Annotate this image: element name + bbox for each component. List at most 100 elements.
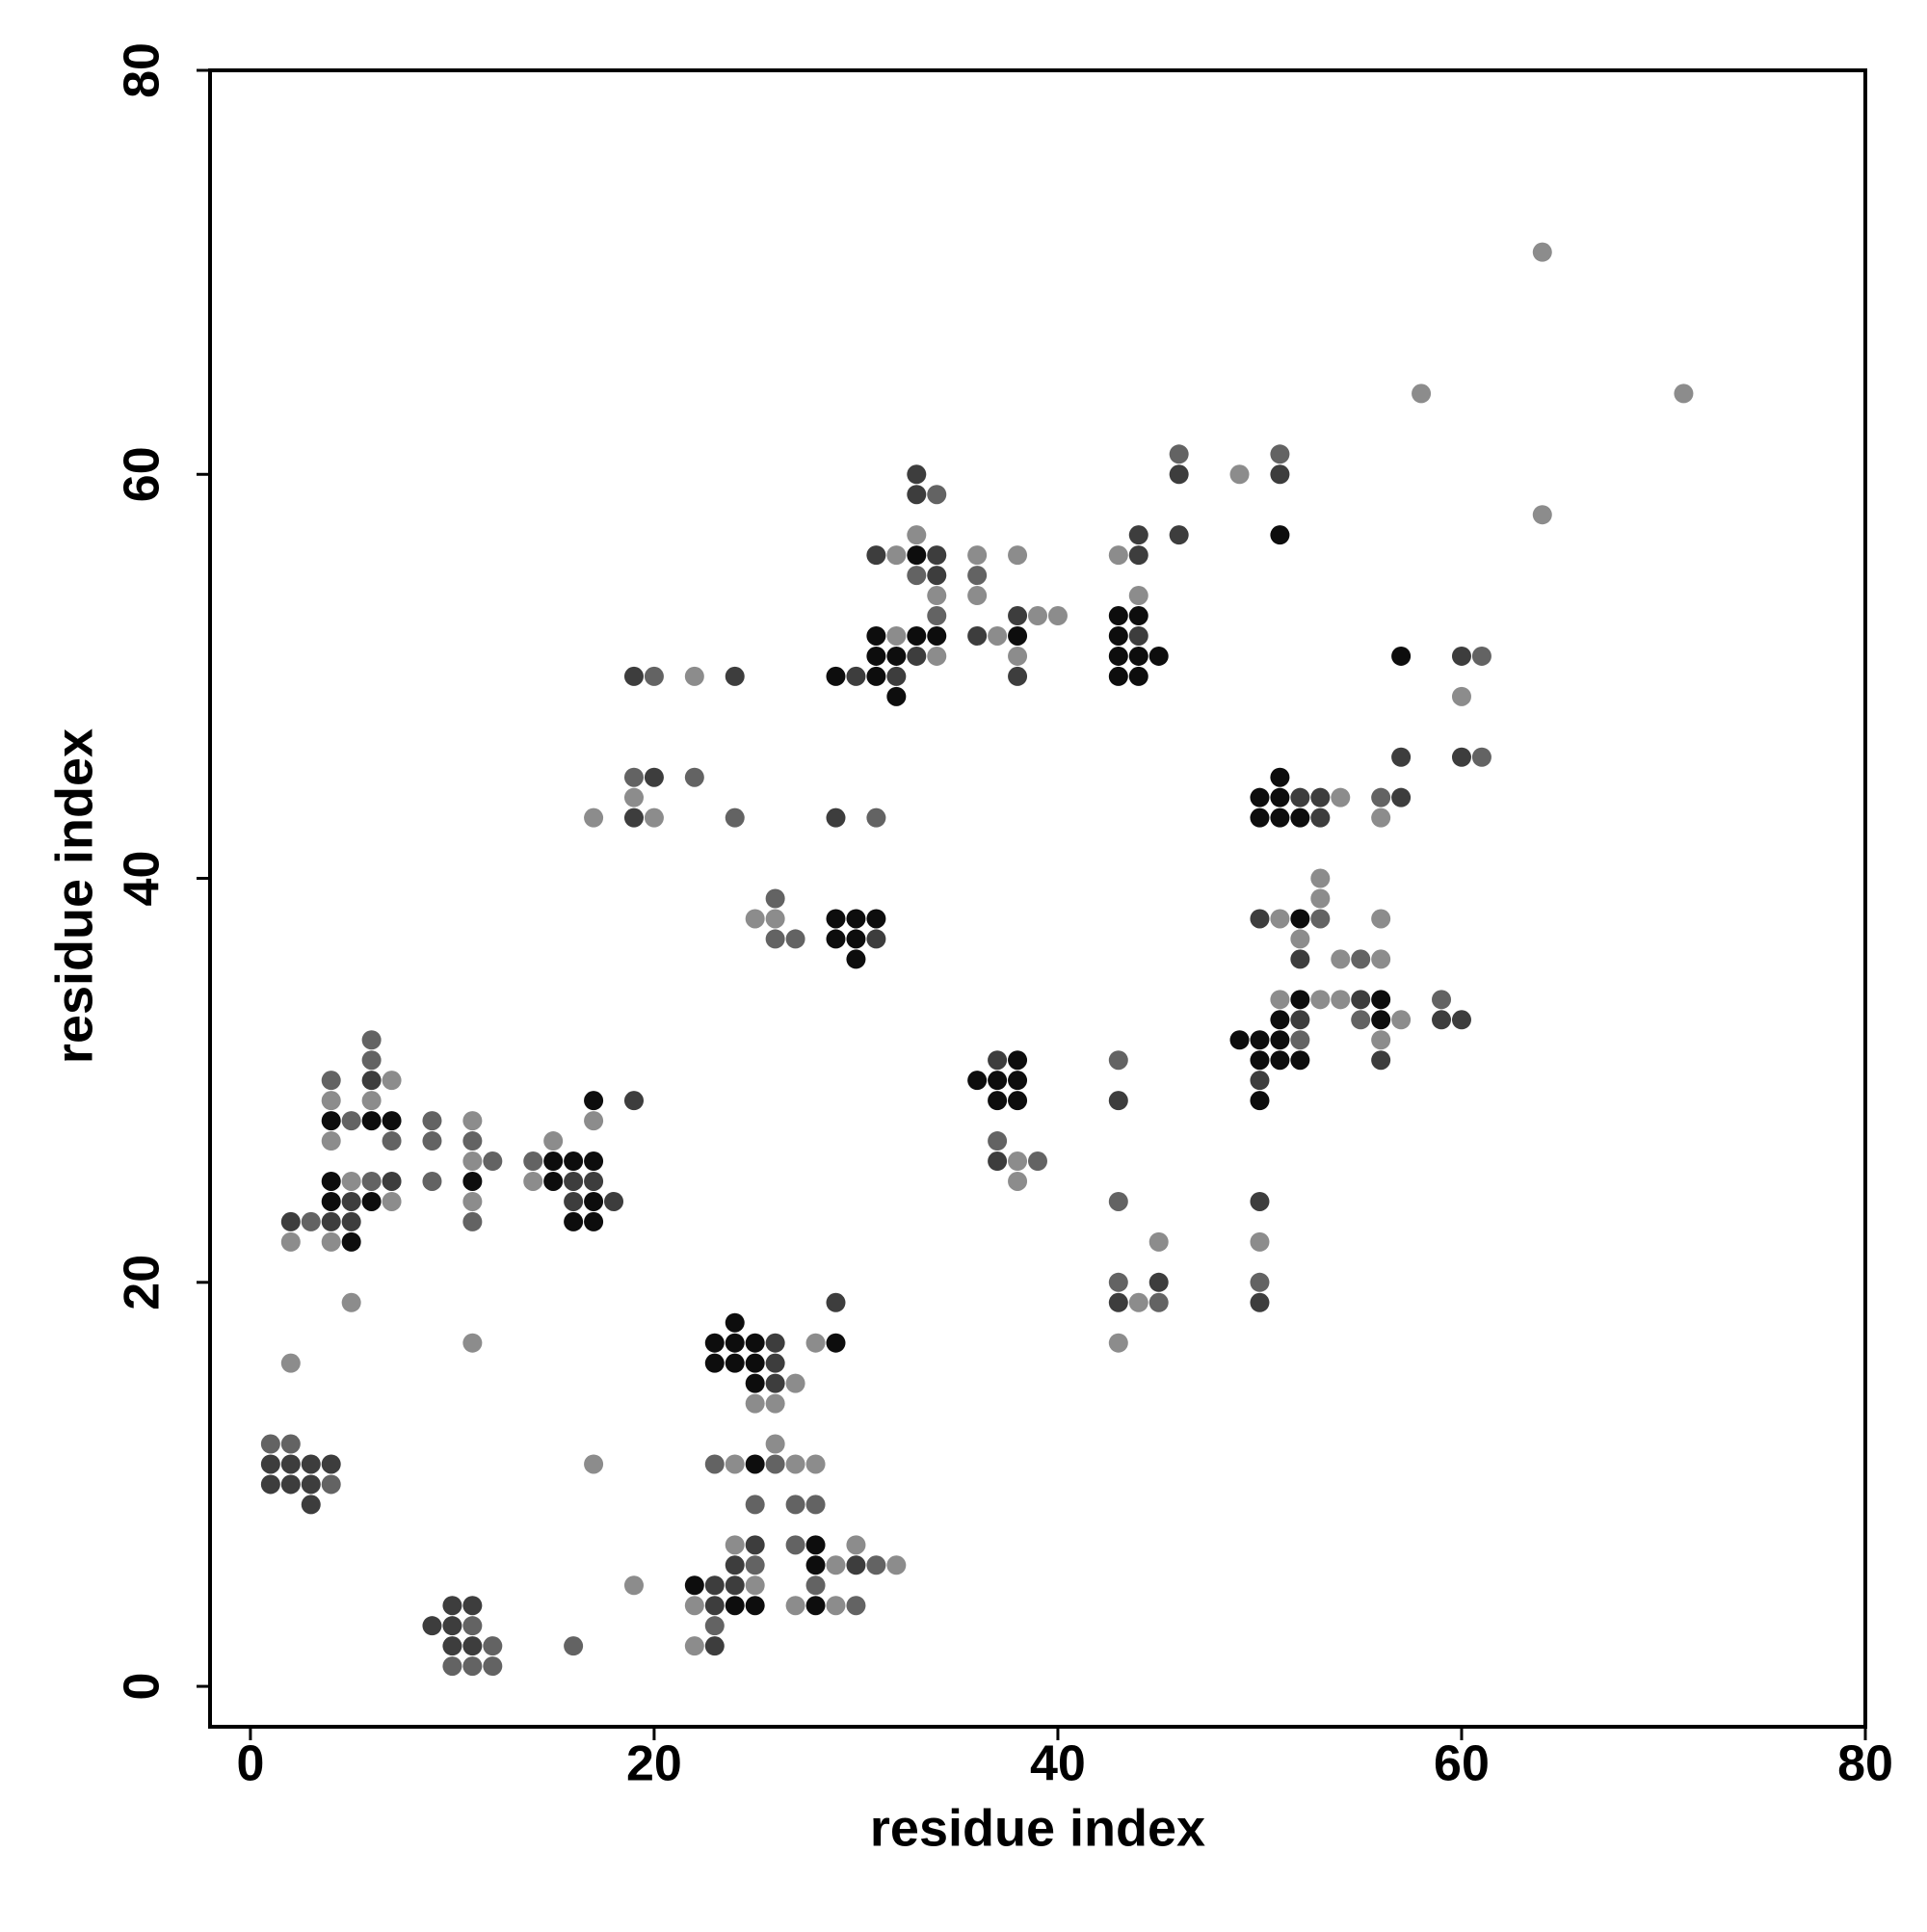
point <box>543 1131 564 1151</box>
point <box>1290 807 1310 828</box>
point <box>1028 606 1047 626</box>
point <box>927 625 947 646</box>
point <box>280 1474 301 1495</box>
point <box>1432 990 1452 1010</box>
point <box>846 666 866 686</box>
point <box>927 485 947 505</box>
x-tick-label: 80 <box>1837 1736 1893 1792</box>
point <box>321 1171 341 1191</box>
point <box>846 909 866 929</box>
point <box>341 1231 361 1252</box>
point <box>826 1333 846 1353</box>
point <box>745 1333 765 1353</box>
point <box>785 1373 805 1393</box>
point <box>321 1231 341 1252</box>
point <box>483 1151 503 1172</box>
point <box>623 787 644 807</box>
point <box>826 1596 846 1616</box>
point <box>1148 1292 1169 1312</box>
x-tick-label: 40 <box>1030 1736 1086 1792</box>
point <box>1250 1091 1270 1111</box>
point <box>1008 1171 1028 1191</box>
x-tick-label: 0 <box>236 1736 264 1792</box>
point <box>866 646 886 666</box>
point <box>745 1495 765 1515</box>
point <box>1169 444 1189 464</box>
point <box>1008 625 1028 646</box>
point <box>260 1454 280 1474</box>
point <box>1108 1050 1128 1071</box>
point <box>321 1091 341 1111</box>
point <box>543 1151 564 1172</box>
y-tick-label: 80 <box>115 42 171 98</box>
point <box>1290 787 1310 807</box>
point <box>462 1656 483 1677</box>
point <box>1128 586 1148 606</box>
point <box>826 1555 846 1575</box>
point <box>765 1353 785 1373</box>
point <box>745 1596 765 1616</box>
point <box>927 566 947 586</box>
point <box>623 807 644 828</box>
point <box>725 1575 745 1596</box>
point <box>1270 1010 1290 1030</box>
point <box>341 1211 361 1231</box>
point <box>765 1454 785 1474</box>
point <box>805 1555 826 1575</box>
point <box>361 1050 382 1071</box>
point <box>1128 1292 1148 1312</box>
point <box>785 1495 805 1515</box>
point <box>1290 949 1310 969</box>
point <box>866 625 886 646</box>
point <box>361 1111 382 1131</box>
point <box>1270 767 1290 787</box>
point <box>382 1131 402 1151</box>
point <box>382 1071 402 1091</box>
point <box>927 606 947 626</box>
point <box>523 1171 543 1191</box>
point <box>623 666 644 686</box>
point <box>704 1575 725 1596</box>
point <box>1008 646 1028 666</box>
point <box>907 485 927 505</box>
point <box>644 666 664 686</box>
point <box>543 1171 564 1191</box>
point <box>644 807 664 828</box>
point <box>725 1454 745 1474</box>
point <box>846 929 866 949</box>
point <box>967 586 988 606</box>
point <box>725 1353 745 1373</box>
point <box>1451 747 1471 767</box>
point <box>1270 464 1290 485</box>
point <box>745 909 765 929</box>
point <box>584 1211 604 1231</box>
point <box>1351 949 1371 969</box>
point <box>1371 787 1391 807</box>
point <box>1250 1231 1270 1252</box>
point <box>866 545 886 566</box>
point <box>341 1171 361 1191</box>
point <box>1108 1091 1128 1111</box>
point <box>442 1616 462 1636</box>
point <box>321 1211 341 1231</box>
point <box>623 767 644 787</box>
point <box>866 929 886 949</box>
point <box>1371 909 1391 929</box>
point <box>1008 1050 1028 1071</box>
point <box>967 566 988 586</box>
point <box>1290 909 1310 929</box>
point <box>1532 505 1552 525</box>
point <box>967 1071 988 1091</box>
point <box>462 1111 483 1131</box>
point <box>1148 1272 1169 1292</box>
point <box>826 929 846 949</box>
point <box>584 1454 604 1474</box>
point <box>1008 545 1028 566</box>
point <box>1331 949 1351 969</box>
point <box>846 1596 866 1616</box>
point <box>483 1636 503 1656</box>
point <box>988 1050 1008 1071</box>
point <box>684 1636 704 1656</box>
point <box>260 1474 280 1495</box>
point <box>745 1575 765 1596</box>
